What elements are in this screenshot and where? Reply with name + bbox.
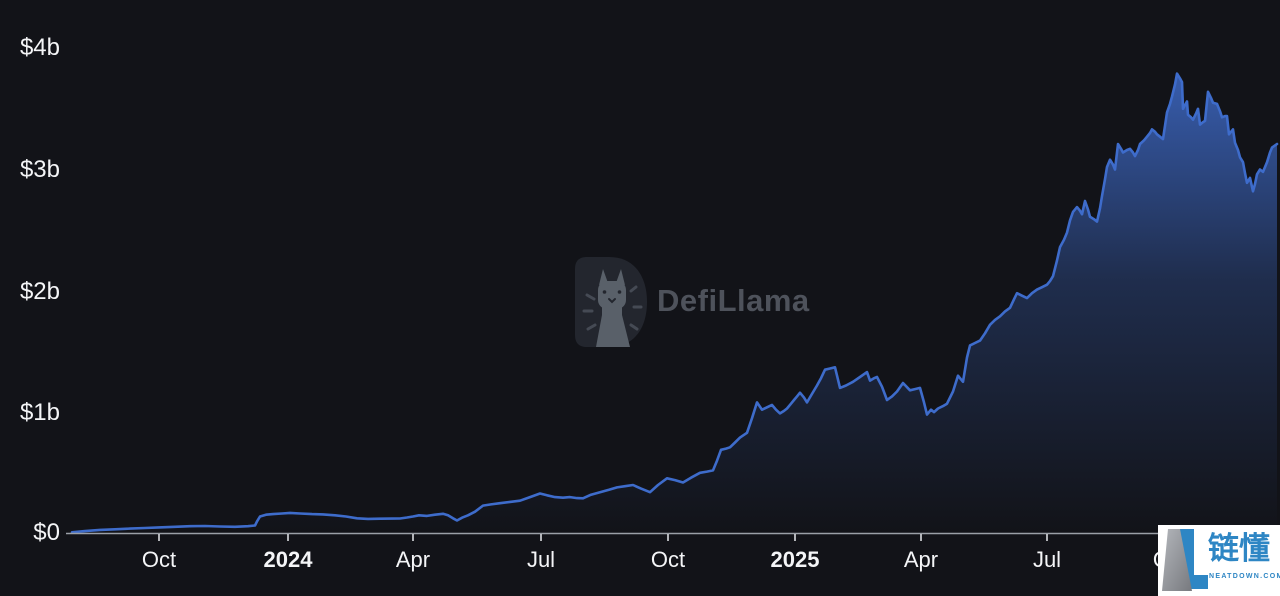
x-axis-label: Jul [1032,547,1062,572]
tvl-line [70,72,1279,534]
defillama-watermark-text: DefiLlama [657,283,810,318]
neatdown-domain-text: NEATDOWN.COM [1209,573,1280,580]
y-axis-label: $0 [33,519,60,546]
y-axis-label: $2b [19,278,60,305]
neatdown-brand-text: 链懂 [1208,531,1270,566]
neatdown-watermark: 链懂 NEATDOWN.COM [1158,525,1280,596]
tvl-area-fill [72,73,1277,534]
x-axis-label: Jul [526,547,556,572]
x-axis-label: 2024 [263,547,313,572]
y-axis-label: $1b [19,399,60,426]
x-axis-label: Apr [903,547,939,572]
defillama-llama-logo-icon [575,257,647,347]
x-axis-ticks [158,534,1171,541]
y-axis-label: $3b [19,156,60,183]
x-axis-label: Oct [650,547,686,572]
x-axis-label: Apr [395,547,431,572]
x-axis-label: Oct [141,547,177,572]
defillama-watermark: DefiLlama [573,255,893,350]
neatdown-logo-icon [1162,529,1208,591]
y-axis-label: $4b [19,34,60,61]
x-axis-label: 2025 [770,547,820,572]
